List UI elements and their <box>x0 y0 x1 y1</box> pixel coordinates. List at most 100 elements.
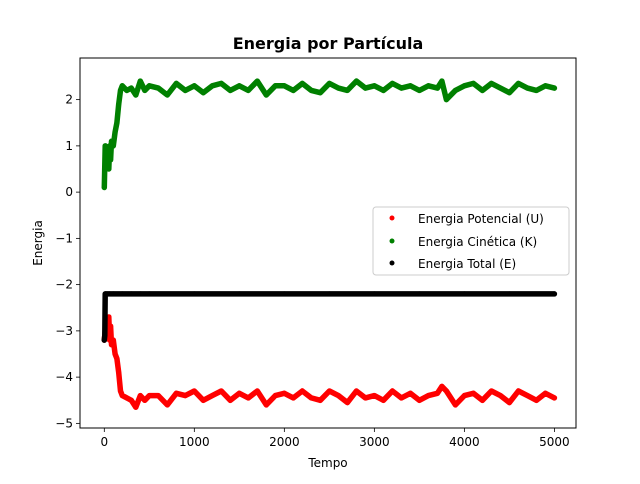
data-point-1 <box>101 185 107 190</box>
data-point-2 <box>191 291 197 297</box>
data-point-2 <box>101 337 107 343</box>
data-point-1 <box>103 152 109 158</box>
data-point-1 <box>236 83 242 89</box>
data-point-0 <box>245 395 251 401</box>
y-tick-label: −2 <box>55 278 73 292</box>
data-point-1 <box>335 85 341 91</box>
data-point-1 <box>102 143 108 149</box>
data-point-1 <box>317 90 323 96</box>
data-point-0 <box>133 404 139 410</box>
data-point-1 <box>124 87 130 93</box>
data-point-2 <box>110 291 116 297</box>
data-point-1 <box>182 87 188 93</box>
data-point-1 <box>112 129 118 135</box>
data-point-0 <box>109 342 114 348</box>
data-point-1 <box>362 85 368 91</box>
data-point-0 <box>416 397 422 403</box>
data-point-0 <box>137 393 143 399</box>
data-point-0 <box>128 397 134 403</box>
y-tick-label: −5 <box>55 416 73 430</box>
data-point-2 <box>236 291 242 297</box>
data-point-0 <box>119 393 125 399</box>
data-point-0 <box>227 397 233 403</box>
data-point-1 <box>551 85 557 91</box>
data-point-1 <box>353 78 359 84</box>
data-point-1 <box>105 148 111 153</box>
data-point-0 <box>488 388 494 394</box>
data-point-0 <box>114 356 120 362</box>
legend-marker-total <box>389 260 395 266</box>
data-point-1 <box>308 87 314 93</box>
data-point-2 <box>416 291 422 297</box>
data-point-1 <box>155 85 161 91</box>
data-point-0 <box>479 397 485 403</box>
x-tick-label: 1000 <box>179 435 210 449</box>
data-point-0 <box>108 323 114 329</box>
data-point-2 <box>146 291 152 297</box>
data-point-1 <box>263 92 269 98</box>
data-point-0 <box>290 395 296 401</box>
data-point-0 <box>308 395 314 401</box>
data-point-0 <box>254 388 260 394</box>
data-point-1 <box>245 87 251 93</box>
data-point-0 <box>398 395 404 401</box>
data-point-0 <box>209 393 215 399</box>
data-point-1 <box>439 78 445 84</box>
data-point-1 <box>119 83 125 89</box>
data-point-1 <box>227 87 233 93</box>
legend-label-potencial: Energia Potencial (U) <box>418 212 544 226</box>
data-point-0 <box>524 393 530 399</box>
data-point-0 <box>182 393 188 399</box>
data-point-2 <box>102 333 108 338</box>
data-point-1 <box>389 80 395 86</box>
data-point-1 <box>479 87 485 93</box>
data-point-1 <box>380 87 386 93</box>
data-point-0 <box>200 397 206 403</box>
data-point-1 <box>497 85 503 91</box>
data-point-1 <box>218 80 224 86</box>
y-axis-label: Energia <box>31 220 45 266</box>
data-point-1 <box>254 78 260 84</box>
data-point-1 <box>108 157 114 163</box>
data-point-1 <box>146 83 152 89</box>
data-point-0 <box>236 390 242 396</box>
data-point-0 <box>497 393 503 399</box>
data-point-0 <box>542 390 548 396</box>
data-point-1 <box>542 83 548 89</box>
data-point-0 <box>461 393 467 399</box>
data-point-1 <box>443 97 449 103</box>
data-point-1 <box>299 80 305 86</box>
data-point-1 <box>326 80 332 86</box>
data-point-0 <box>362 395 368 401</box>
data-point-0 <box>110 337 116 343</box>
data-point-0 <box>299 388 305 394</box>
data-point-2 <box>137 291 143 297</box>
y-tick-label: −1 <box>55 231 73 245</box>
data-point-0 <box>155 393 161 399</box>
data-point-1 <box>290 87 296 93</box>
data-point-1 <box>425 83 431 89</box>
x-tick-label: 5000 <box>539 435 570 449</box>
data-point-1 <box>506 90 512 96</box>
chart-title: Energia por Partícula <box>233 34 424 53</box>
data-point-2 <box>128 291 134 297</box>
data-point-1 <box>488 80 494 86</box>
data-point-0 <box>118 388 123 394</box>
data-point-2 <box>119 291 125 297</box>
legend-marker-potencial <box>389 215 395 221</box>
data-point-1 <box>200 90 206 96</box>
data-point-0 <box>112 351 118 357</box>
data-point-2 <box>326 291 332 297</box>
plot-content <box>101 78 558 410</box>
data-point-1 <box>407 83 413 89</box>
data-point-1 <box>109 138 114 144</box>
legend-label-cinetica: Energia Cinética (K) <box>418 235 537 249</box>
data-point-1 <box>461 83 467 89</box>
data-point-0 <box>353 388 359 394</box>
data-point-1 <box>434 85 440 91</box>
data-point-2 <box>107 291 113 297</box>
legend: Energia Potencial (U) Energia Cinética (… <box>372 206 570 276</box>
y-tick-label: 1 <box>65 139 73 153</box>
